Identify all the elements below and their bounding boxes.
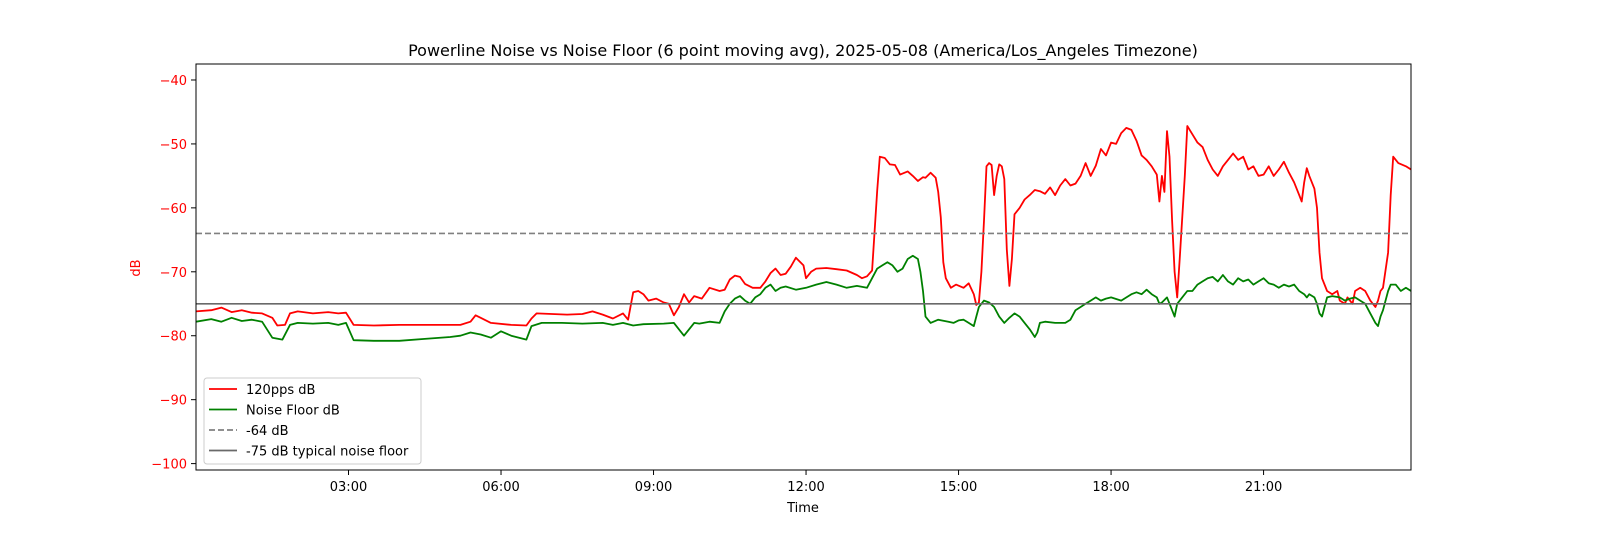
chart-title: Powerline Noise vs Noise Floor (6 point … bbox=[408, 41, 1198, 61]
series-line-2 bbox=[196, 254, 1411, 342]
y-tick-label: −100 bbox=[151, 458, 187, 473]
y-tick-label: −40 bbox=[160, 74, 187, 89]
x-tick-label: 06:00 bbox=[482, 480, 519, 495]
legend: 120pps dB Noise Floor dB -64 dB -75 dB typi… bbox=[203, 377, 422, 465]
x-tick-label: 09:00 bbox=[635, 480, 672, 495]
legend-label: -64 dB bbox=[246, 424, 289, 439]
series-layer bbox=[196, 125, 1411, 342]
x-tick-label: 18:00 bbox=[1092, 480, 1129, 495]
legend-label: 120pps dB bbox=[246, 383, 315, 398]
plot-frame bbox=[195, 63, 1412, 471]
x-tick-label: 21:00 bbox=[1245, 480, 1282, 495]
legend-label: -75 dB typical noise floor bbox=[246, 445, 409, 460]
y-tick-label: −80 bbox=[160, 330, 187, 345]
y-axis-label: dB bbox=[129, 259, 144, 276]
legend-box bbox=[203, 377, 422, 465]
y-tick-label: −60 bbox=[160, 202, 187, 217]
legend-label: Noise Floor dB bbox=[246, 404, 340, 419]
x-tick-label: 15:00 bbox=[940, 480, 977, 495]
y-tick-label: −70 bbox=[160, 266, 187, 281]
x-axis-label: Time bbox=[786, 501, 819, 516]
series-line-1 bbox=[196, 125, 1411, 327]
x-tick-label: 03:00 bbox=[330, 480, 367, 495]
x-tick-label: 12:00 bbox=[787, 480, 824, 495]
y-tick-label: −50 bbox=[160, 138, 187, 153]
y-tick-label: −90 bbox=[160, 394, 187, 409]
axes-layer: 03:00 06:00 09:00 12:00 15:00 18:00 21:00 −40 −5… bbox=[151, 63, 1412, 495]
